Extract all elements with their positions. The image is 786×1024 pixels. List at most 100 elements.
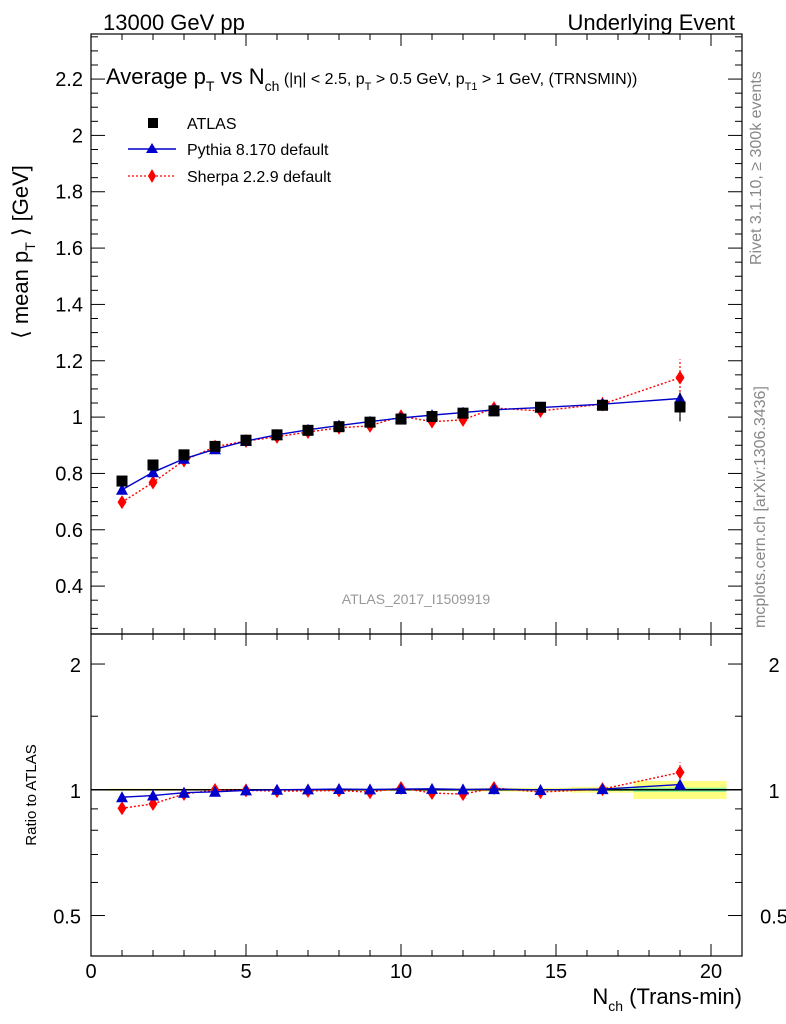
chart-title-part: vs N (214, 64, 264, 89)
y-tick-label: 0.8 (55, 463, 83, 485)
y-tick-label: 1.2 (55, 351, 83, 373)
sherpa-point (148, 475, 158, 490)
pythia-ratio-point (240, 784, 252, 796)
chart-title-sub: T (365, 81, 372, 93)
y-tick-label: 1 (72, 407, 83, 429)
y-axis-label-part: ⟨ mean p (8, 251, 33, 339)
mcplots-reference-text: mcplots.cern.ch [arXiv:1306.3436] (752, 386, 769, 628)
atlas-point (271, 429, 283, 441)
x-tick-label: 5 (240, 961, 251, 983)
pythia-ratio-point (302, 783, 314, 795)
pythia-ratio-point (426, 782, 438, 794)
atlas-point (147, 459, 159, 471)
main-panel: 0.4 0.6 0.8 1 1.2 1.4 1.6 1.8 2 2.2 (55, 33, 743, 956)
legend-marker-triangle (146, 143, 158, 153)
atlas-point (364, 416, 376, 428)
pythia-line (121, 397, 681, 491)
chart-title: Average pT vs Nch (|η| < 2.5, pT > 0.5 G… (106, 64, 637, 94)
atlas-point (535, 401, 546, 413)
chart-title-sub: ch (265, 78, 280, 94)
chart-title-part: > 1 GeV, (TRNSMIN)) (477, 71, 637, 88)
ratio-tick-label-left: 1 (70, 781, 81, 803)
ratio-tick-label-right: 2 (768, 655, 779, 677)
chart-title-sub: T (206, 78, 215, 94)
pythia-ratio-point (147, 789, 159, 801)
ratio-tick-label-left: 2 (70, 655, 81, 677)
x-axis-label: Nch (Trans-min) (592, 984, 742, 1014)
main-axis-ticks: 0.4 0.6 0.8 1 1.2 1.4 1.6 1.8 2 2.2 (55, 34, 743, 956)
atlas-point (457, 407, 469, 419)
atlas-point (674, 401, 686, 413)
atlas-point (302, 424, 314, 436)
sherpa-ratio-point (675, 765, 685, 780)
pythia-point (147, 466, 159, 478)
pythia-ratio-point (395, 783, 407, 795)
y-tick-label: 1.6 (55, 238, 83, 260)
atlas-point (395, 413, 407, 425)
main-data-layer (116, 359, 686, 510)
x-tick-label: 15 (545, 961, 567, 983)
x-axis-label-part: N (592, 984, 608, 1009)
atlas-point (426, 411, 438, 423)
pythia-ratio-point (178, 786, 190, 798)
ratio-tick-label-left: 0.5 (53, 907, 81, 929)
chart-title-part: Average p (106, 64, 206, 89)
analysis-watermark: ATLAS_2017_I1509919 (342, 591, 491, 607)
x-tick-label: 10 (390, 961, 412, 983)
sherpa-point (675, 370, 685, 385)
y-axis-label-sub: T (22, 242, 38, 251)
legend-label: Pythia 8.170 default (187, 142, 329, 159)
y-tick-label: 0.4 (55, 576, 83, 598)
ratio-frame (90, 633, 743, 957)
y-tick-label: 2.2 (55, 69, 83, 91)
header-left: 13000 GeV pp (103, 10, 245, 35)
ratio-panel: 0 5 10 15 20 0.5 0.5 1 1 2 2 (53, 633, 786, 983)
sherpa-point (117, 495, 127, 510)
pythia-point (116, 483, 128, 495)
pythia-ratio-point (271, 783, 283, 795)
ratio-data-layer (116, 762, 686, 816)
pythia-ratio-point (534, 783, 547, 795)
legend-marker-square (148, 118, 158, 128)
atlas-point (209, 440, 221, 452)
y-tick-label: 1.4 (55, 294, 83, 316)
legend-marker-diamond (148, 169, 156, 183)
legend: ATLAS Pythia 8.170 default Sherpa 2.2.9 … (128, 116, 332, 186)
pythia-ratio-point (674, 778, 686, 790)
x-tick-label: 20 (700, 961, 722, 983)
atlas-point (240, 434, 252, 446)
atlas-point (488, 405, 500, 417)
legend-entry-pythia: Pythia 8.170 default (128, 142, 329, 159)
chart-title-part: > 0.5 GeV, p (371, 71, 464, 88)
x-axis-label-part: (Trans-min) (623, 984, 742, 1009)
sherpa-line (121, 376, 681, 503)
y-tick-label: 1.8 (55, 182, 83, 204)
legend-label: ATLAS (187, 116, 237, 133)
chart-title-part: (|η| < 2.5, p (279, 71, 364, 88)
pythia-ratio-line (121, 783, 681, 798)
legend-label: Sherpa 2.2.9 default (187, 169, 332, 186)
pythia-ratio-point (596, 783, 609, 795)
x-axis-label-sub: ch (608, 998, 623, 1014)
y-axis-label: ⟨ mean pT ⟩ [GeV] (8, 165, 38, 339)
atlas-point (116, 475, 128, 487)
x-tick-label: 0 (85, 961, 96, 983)
pythia-ratio-point (209, 785, 221, 797)
pythia-ratio-point (457, 783, 469, 795)
ratio-tick-label-right: 0.5 (760, 907, 786, 929)
ratio-y-axis-label: Ratio to ATLAS (23, 744, 40, 845)
pythia-ratio-point (116, 791, 128, 803)
sherpa-ratio-point (117, 801, 127, 816)
pythia-ratio-point (333, 783, 345, 795)
atlas-point (597, 399, 608, 411)
legend-entry-sherpa: Sherpa 2.2.9 default (128, 169, 332, 186)
rivet-version-text: Rivet 3.1.10, ≥ 300k events (748, 71, 765, 265)
y-axis-label-part: ⟩ [GeV] (8, 165, 33, 242)
atlas-point (178, 449, 190, 461)
y-tick-label: 0.6 (55, 520, 83, 542)
pythia-ratio-point (364, 783, 376, 795)
pythia-ratio-point (488, 783, 500, 795)
atlas-point (333, 421, 345, 433)
ratio-axis-ticks: 0 5 10 15 20 0.5 0.5 1 1 2 2 (53, 634, 786, 983)
